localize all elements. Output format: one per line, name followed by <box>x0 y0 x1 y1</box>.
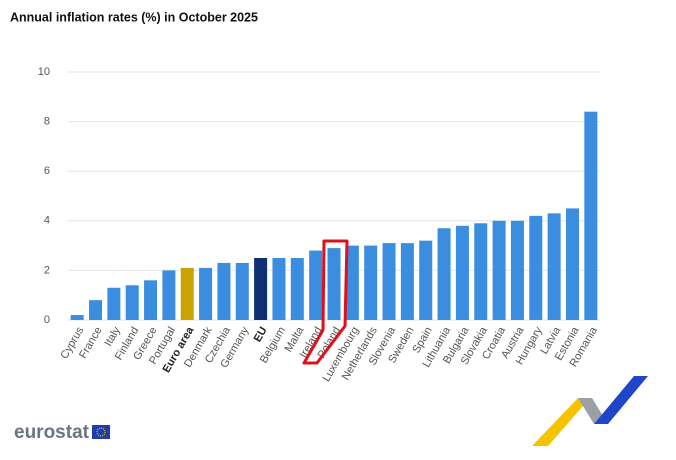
y-tick-label: 0 <box>44 314 50 326</box>
bar <box>327 248 341 320</box>
highlight-box <box>302 239 349 365</box>
bar <box>180 267 194 320</box>
bar <box>89 300 103 320</box>
bar <box>144 280 158 320</box>
bar <box>547 213 561 320</box>
bar <box>474 223 488 320</box>
bar <box>162 270 176 320</box>
logo-text: eurostat <box>14 422 90 443</box>
bar <box>364 245 378 320</box>
bar <box>125 285 139 320</box>
bar <box>345 245 359 320</box>
bar <box>400 243 414 320</box>
bar <box>235 262 249 320</box>
eu-flag <box>92 425 110 439</box>
bar <box>455 225 469 320</box>
y-tick-label: 4 <box>44 215 50 227</box>
bar <box>437 228 451 320</box>
bar <box>217 262 231 320</box>
bar <box>309 250 323 320</box>
bar <box>70 315 84 320</box>
bar <box>199 267 213 320</box>
chart-title: Annual inflation rates (%) in October 20… <box>10 10 258 24</box>
y-tick-label: 2 <box>44 264 50 276</box>
decor-yellow <box>532 398 590 446</box>
bar <box>254 258 268 320</box>
bar <box>584 111 598 321</box>
bar <box>272 258 286 320</box>
bar <box>529 215 543 320</box>
bar <box>510 220 524 320</box>
bar <box>382 243 396 320</box>
y-tick-label: 8 <box>44 116 50 128</box>
x-tick-label: EU <box>252 325 270 344</box>
bar <box>419 240 433 320</box>
bar <box>492 220 506 320</box>
bar <box>107 287 121 320</box>
y-tick-label: 10 <box>38 66 50 78</box>
decor-blue <box>594 376 648 424</box>
bar <box>290 258 304 320</box>
eu-stars <box>96 427 106 437</box>
bar <box>565 208 579 320</box>
y-tick-label: 6 <box>44 165 50 177</box>
